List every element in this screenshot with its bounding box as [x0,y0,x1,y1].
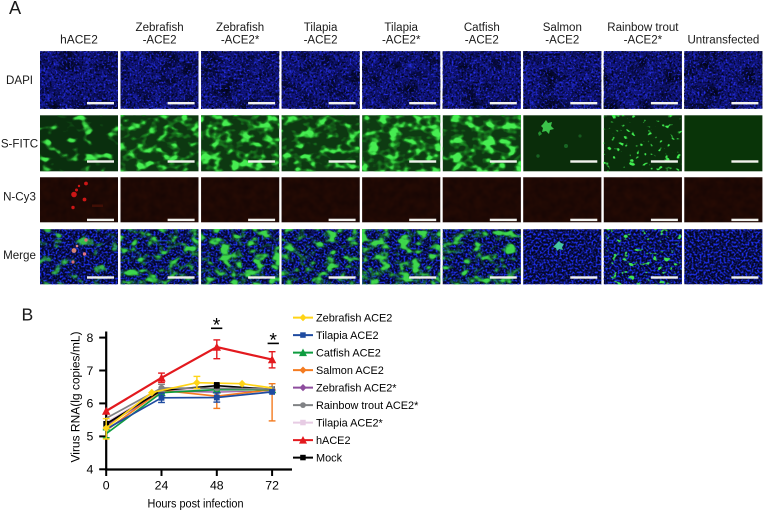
svg-text:Virus RNA(lg copies/mL): Virus RNA(lg copies/mL) [69,332,83,463]
svg-text:Untransfected: Untransfected [687,34,759,46]
svg-text:hACE2: hACE2 [60,34,98,46]
svg-text:7: 7 [87,364,94,378]
svg-text:Tilapia: Tilapia [384,22,418,34]
svg-text:S-FITC: S-FITC [1,137,38,150]
svg-text:Rainbow trout: Rainbow trout [607,22,679,34]
svg-text:Tilapia: Tilapia [304,22,338,34]
svg-text:5: 5 [87,430,94,444]
svg-text:-ACE2*: -ACE2* [624,34,663,46]
svg-text:A: A [9,0,22,18]
svg-text:Tilapia ACE2*: Tilapia ACE2* [316,418,384,430]
svg-text:-ACE2: -ACE2 [304,34,338,46]
svg-text:Rainbow trout ACE2*: Rainbow trout ACE2* [316,400,419,412]
svg-text:4: 4 [87,463,94,477]
svg-text:*: * [213,314,221,336]
svg-text:Salmon: Salmon [543,22,582,34]
svg-text:DAPI: DAPI [6,74,33,87]
svg-text:0: 0 [103,478,110,492]
svg-text:-ACE2: -ACE2 [545,34,579,46]
svg-text:Salmon ACE2: Salmon ACE2 [316,365,384,377]
svg-text:Merge: Merge [3,249,36,262]
svg-text:Catfish: Catfish [464,22,500,34]
svg-text:Zebrafish: Zebrafish [136,22,184,34]
svg-text:Zebrafish ACE2: Zebrafish ACE2 [316,313,392,325]
svg-text:Hours post infection: Hours post infection [148,496,244,510]
svg-text:Catfish ACE2: Catfish ACE2 [316,348,381,360]
svg-text:*: * [269,329,277,351]
svg-text:N-Cy3: N-Cy3 [3,191,36,204]
svg-text:-ACE2*: -ACE2* [382,34,421,46]
svg-text:-ACE2: -ACE2 [143,34,177,46]
svg-text:-ACE2: -ACE2 [465,34,499,46]
svg-text:Mock: Mock [316,453,343,465]
svg-text:B: B [22,304,34,324]
svg-text:72: 72 [265,478,279,492]
svg-text:Tilapia ACE2: Tilapia ACE2 [316,330,379,342]
svg-text:8: 8 [87,331,94,345]
svg-text:Zebrafish ACE2*: Zebrafish ACE2* [316,383,397,395]
svg-text:24: 24 [155,478,169,492]
svg-text:Zebrafish: Zebrafish [216,22,264,34]
svg-text:6: 6 [87,397,94,411]
svg-text:-ACE2*: -ACE2* [221,34,260,46]
svg-text:hACE2: hACE2 [316,435,351,447]
svg-text:48: 48 [210,478,224,492]
